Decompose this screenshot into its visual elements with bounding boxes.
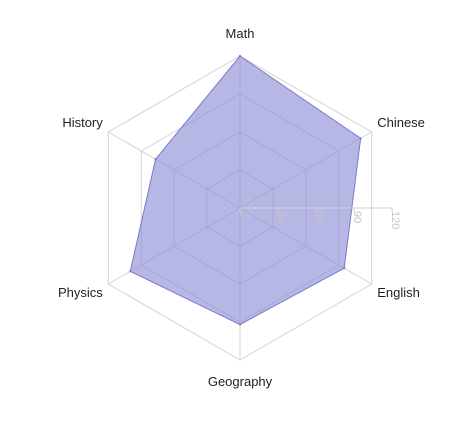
data-point-physics [129, 270, 132, 273]
radial-tick-label-120: 120 [389, 211, 401, 229]
data-point-math [238, 54, 242, 58]
category-label-geography: Geography [208, 374, 273, 389]
data-point-chinese [359, 137, 362, 140]
category-label-history: History [62, 115, 103, 130]
series-layer [129, 54, 362, 326]
data-point-history [154, 158, 157, 161]
radial-tick-label-30: 30 [275, 211, 287, 223]
radial-tick-label-0: 0 [237, 211, 249, 217]
category-label-chinese: Chinese [377, 115, 425, 130]
category-label-physics: Physics [58, 285, 103, 300]
series-area-0 [129, 55, 362, 326]
radial-axis: 0 30 60 90 120 [237, 207, 401, 229]
radial-tick-label-60: 60 [313, 211, 325, 223]
category-label-english: English [377, 285, 420, 300]
data-point-geography [238, 323, 242, 326]
category-labels: Math Chinese English Geography Physics Histor… [58, 26, 425, 389]
data-point-english [343, 266, 346, 270]
category-label-math: Math [226, 26, 255, 41]
radial-tick-label-90: 90 [351, 211, 363, 223]
